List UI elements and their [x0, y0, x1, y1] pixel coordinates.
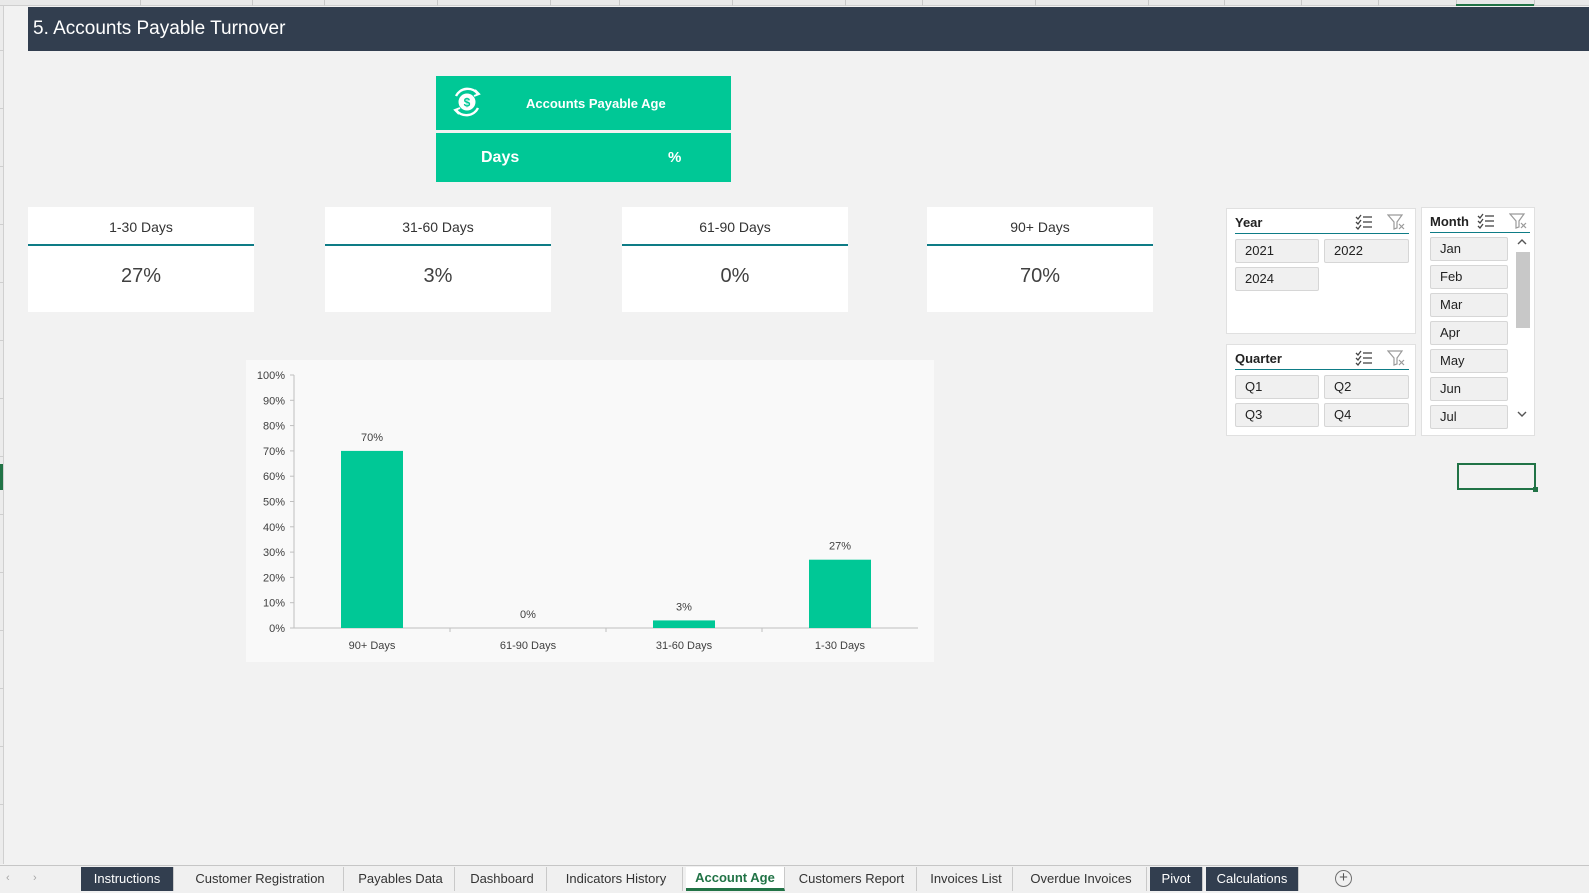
fill-handle[interactable]	[1533, 487, 1538, 492]
year-slicer-title: Year	[1235, 215, 1263, 230]
scroll-tabs-left-icon[interactable]: ‹	[6, 872, 10, 884]
bar	[653, 620, 715, 628]
slicer-item-may[interactable]: May	[1430, 349, 1508, 373]
multi-select-icon[interactable]	[1477, 213, 1495, 229]
slicer-item-q2[interactable]: Q2	[1324, 375, 1409, 399]
data-label: 27%	[829, 541, 851, 553]
sheet-tab-invoices-list[interactable]: Invoices List	[920, 867, 1013, 891]
kpi-card-label: 31-60 Days	[325, 207, 551, 246]
ap-age-title: Accounts Payable Age	[526, 96, 666, 111]
quarter-slicer-title: Quarter	[1235, 351, 1282, 366]
data-label: 3%	[676, 601, 692, 613]
chart-plot: 0% 10% 20% 30% 40% 50% 60% 70% 80% 90% 100% 70% 90+ …	[257, 370, 918, 652]
age-bar-chart[interactable]: 0% 10% 20% 30% 40% 50% 60% 70% 80% 90% 100% 70% 90+ …	[246, 360, 934, 662]
y-tick-label: 0%	[269, 623, 285, 635]
sheet-tab-payables-data[interactable]: Payables Data	[347, 867, 455, 891]
x-tick-label: 1-30 Days	[815, 640, 866, 652]
slicer-item-jul[interactable]: Jul	[1430, 405, 1508, 429]
slicer-item-jan[interactable]: Jan	[1430, 237, 1508, 261]
slicer-item-q4[interactable]: Q4	[1324, 403, 1409, 427]
y-tick-label: 30%	[263, 547, 285, 559]
sheet-tab-dashboard[interactable]: Dashboard	[458, 867, 547, 891]
sheet-tab-customer-registration[interactable]: Customer Registration	[177, 867, 344, 891]
slicer-item-feb[interactable]: Feb	[1430, 265, 1508, 289]
year-slicer[interactable]: Year 2021 2022 2024	[1226, 208, 1416, 334]
data-label: 70%	[361, 432, 383, 444]
y-tick-label: 100%	[257, 370, 285, 382]
dollar-cycle-icon: $	[453, 87, 481, 117]
chevron-up-icon[interactable]	[1517, 238, 1527, 246]
month-slicer[interactable]: Month Jan Feb Mar Apr May Jun Jul	[1421, 207, 1535, 436]
days-column-label: Days	[481, 149, 520, 166]
bar	[809, 559, 871, 628]
month-slicer-scrollbar[interactable]	[1514, 238, 1530, 430]
sheet-tab-customers-report[interactable]: Customers Report	[787, 867, 917, 891]
column-header-strip	[0, 0, 1589, 6]
multi-select-icon[interactable]	[1355, 214, 1373, 230]
scroll-tabs-right-icon[interactable]: ›	[33, 872, 37, 884]
clear-filter-icon[interactable]	[1509, 213, 1527, 229]
sheet-tab-instructions[interactable]: Instructions	[81, 867, 174, 891]
row-header-strip	[0, 6, 4, 864]
slicer-item-apr[interactable]: Apr	[1430, 321, 1508, 345]
page-title-bar: 5. Accounts Payable Turnover	[28, 7, 1589, 51]
plus-circle-icon[interactable]: +	[1335, 870, 1352, 887]
kpi-card-label: 90+ Days	[927, 207, 1153, 246]
sheet-tab-overdue-invoices[interactable]: Overdue Invoices	[1016, 867, 1147, 891]
kpi-card-label: 1-30 Days	[28, 207, 254, 246]
kpi-card-label: 61-90 Days	[622, 207, 848, 246]
x-tick-label: 90+ Days	[349, 640, 396, 652]
month-slicer-title: Month	[1430, 214, 1469, 229]
bar	[341, 450, 403, 628]
scrollbar-thumb[interactable]	[1516, 252, 1530, 328]
y-tick-label: 40%	[263, 522, 285, 534]
y-tick-label: 80%	[263, 421, 285, 433]
data-label: 0%	[520, 609, 536, 621]
kpi-card-1-30: 1-30 Days 27%	[28, 207, 254, 312]
quarter-slicer[interactable]: Quarter Q1 Q2 Q3 Q4	[1226, 344, 1416, 436]
ap-age-subheader: Days %	[436, 133, 731, 182]
y-tick-label: 70%	[263, 446, 285, 458]
kpi-card-90-plus: 90+ Days 70%	[927, 207, 1153, 312]
clear-filter-icon[interactable]	[1387, 214, 1405, 230]
kpi-card-value: 0%	[720, 265, 750, 287]
kpi-card-value: 27%	[120, 265, 162, 287]
y-tick-label: 20%	[263, 572, 285, 584]
kpi-card-61-90: 61-90 Days 0%	[622, 207, 848, 312]
selected-cell[interactable]	[1457, 463, 1538, 492]
kpi-card-31-60: 31-60 Days 3%	[325, 207, 551, 312]
slicer-item-2022[interactable]: 2022	[1324, 239, 1409, 263]
sheet-tab-calculations[interactable]: Calculations	[1206, 867, 1299, 891]
sheet-tab-bar: ‹ › Instructions Customer Registration Pay…	[0, 865, 1589, 893]
chevron-down-icon[interactable]	[1517, 410, 1527, 418]
multi-select-icon[interactable]	[1355, 350, 1373, 366]
slicer-item-q3[interactable]: Q3	[1235, 403, 1319, 427]
ap-age-header: $ Accounts Payable Age	[436, 76, 731, 130]
y-tick-label: 50%	[263, 497, 285, 509]
x-tick-label: 31-60 Days	[656, 640, 713, 652]
slicer-item-2024[interactable]: 2024	[1235, 267, 1319, 291]
percent-column-label: %	[668, 149, 682, 166]
kpi-card-value: 70%	[1019, 265, 1061, 287]
clear-filter-icon[interactable]	[1387, 350, 1405, 366]
y-tick-label: 60%	[263, 471, 285, 483]
slicer-item-jun[interactable]: Jun	[1430, 377, 1508, 401]
y-tick-label: 10%	[263, 598, 285, 610]
svg-text:$: $	[464, 96, 471, 110]
y-tick-label: 90%	[263, 395, 285, 407]
slicer-item-mar[interactable]: Mar	[1430, 293, 1508, 317]
sheet-tab-account-age[interactable]: Account Age	[686, 867, 785, 891]
slicer-item-q1[interactable]: Q1	[1235, 375, 1319, 399]
x-tick-label: 61-90 Days	[500, 640, 557, 652]
sheet-tab-indicators-history[interactable]: Indicators History	[550, 867, 683, 891]
kpi-card-value: 3%	[423, 265, 453, 287]
slicer-item-2021[interactable]: 2021	[1235, 239, 1319, 263]
page-title: 5. Accounts Payable Turnover	[33, 18, 286, 39]
sheet-tab-pivot[interactable]: Pivot	[1150, 867, 1203, 891]
